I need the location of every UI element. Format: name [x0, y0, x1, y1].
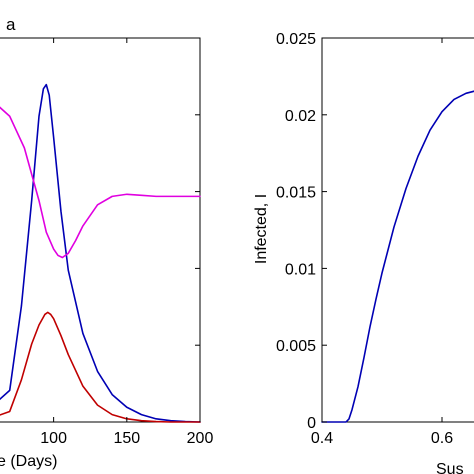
series-line-left-1	[0, 83, 201, 423]
x-tick-label-right: 0.4	[311, 430, 333, 447]
tick-group-right: 0 0.005 0.01 0.015 0.02 0.025 0.4 0.6	[276, 31, 453, 447]
x-axis-title-left: e (Days)	[0, 453, 57, 470]
y-axis-title-right: Infected, I	[253, 194, 270, 264]
y-tick-label-right: 0	[307, 415, 316, 432]
plot-frame-left	[0, 37, 201, 423]
plot-frame-right	[321, 37, 474, 423]
y-tick-label-right: 0.005	[276, 338, 316, 355]
series-group-left	[0, 83, 201, 423]
x-tick-label-right: 0.6	[431, 430, 453, 447]
series-line-left-3	[0, 311, 201, 423]
series-group-right	[321, 90, 474, 423]
panel-label: a	[6, 15, 16, 34]
x-tick-label-left: 200	[187, 430, 214, 447]
tick-group-left: 100 150 200	[40, 38, 213, 447]
x-tick-label-left: 150	[113, 430, 140, 447]
y-tick-label-right: 0.01	[285, 261, 316, 278]
y-tick-label-right: 0.025	[276, 31, 316, 48]
series-line-left-2	[0, 106, 201, 259]
series-line-right-1	[321, 90, 474, 423]
time-series-panel: 100 150 200 a e (Days)	[0, 15, 213, 470]
x-axis-title-right: Sus	[436, 461, 464, 474]
y-tick-label-right: 0.015	[276, 185, 316, 202]
phase-plane-panel: 0 0.005 0.01 0.015 0.02 0.025 0.4 0.6 Infected,…	[253, 31, 474, 474]
x-tick-label-left: 100	[40, 430, 67, 447]
y-tick-label-right: 0.02	[285, 108, 316, 125]
